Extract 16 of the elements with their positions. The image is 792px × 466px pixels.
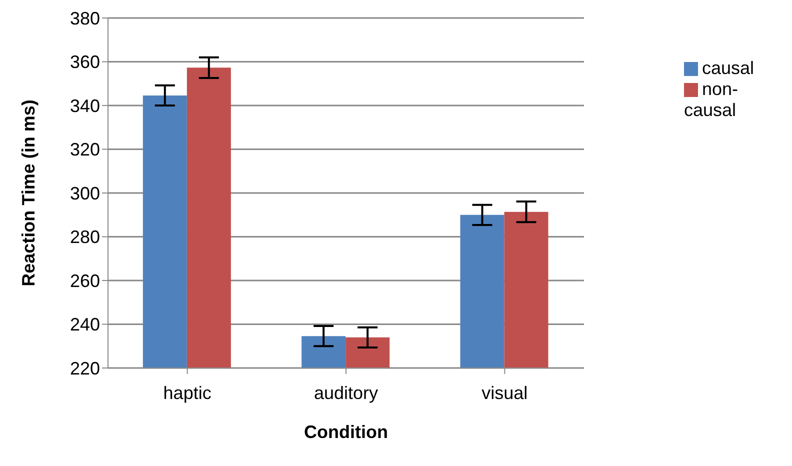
y-tick-label: 260 — [70, 270, 100, 291]
y-tick-label: 220 — [70, 358, 100, 378]
y-tick-label: 280 — [70, 227, 100, 248]
x-tick-label: auditory — [314, 382, 378, 403]
y-tick-label: 320 — [70, 140, 100, 160]
y-tick-label: 300 — [70, 183, 100, 204]
x-tick-label: haptic — [163, 382, 212, 403]
y-tick-label: 380 — [70, 8, 100, 28]
legend-label: causal — [702, 58, 754, 78]
y-tick-label: 340 — [70, 96, 100, 116]
x-axis-title: Condition — [304, 422, 388, 442]
y-tick-label: 360 — [70, 52, 100, 72]
legend-label: non-causal — [684, 79, 738, 120]
y-axis-title: Reaction Time (in ms) — [18, 100, 38, 286]
y-tick-label: 240 — [70, 314, 100, 335]
x-tick-label: visual — [482, 382, 528, 403]
